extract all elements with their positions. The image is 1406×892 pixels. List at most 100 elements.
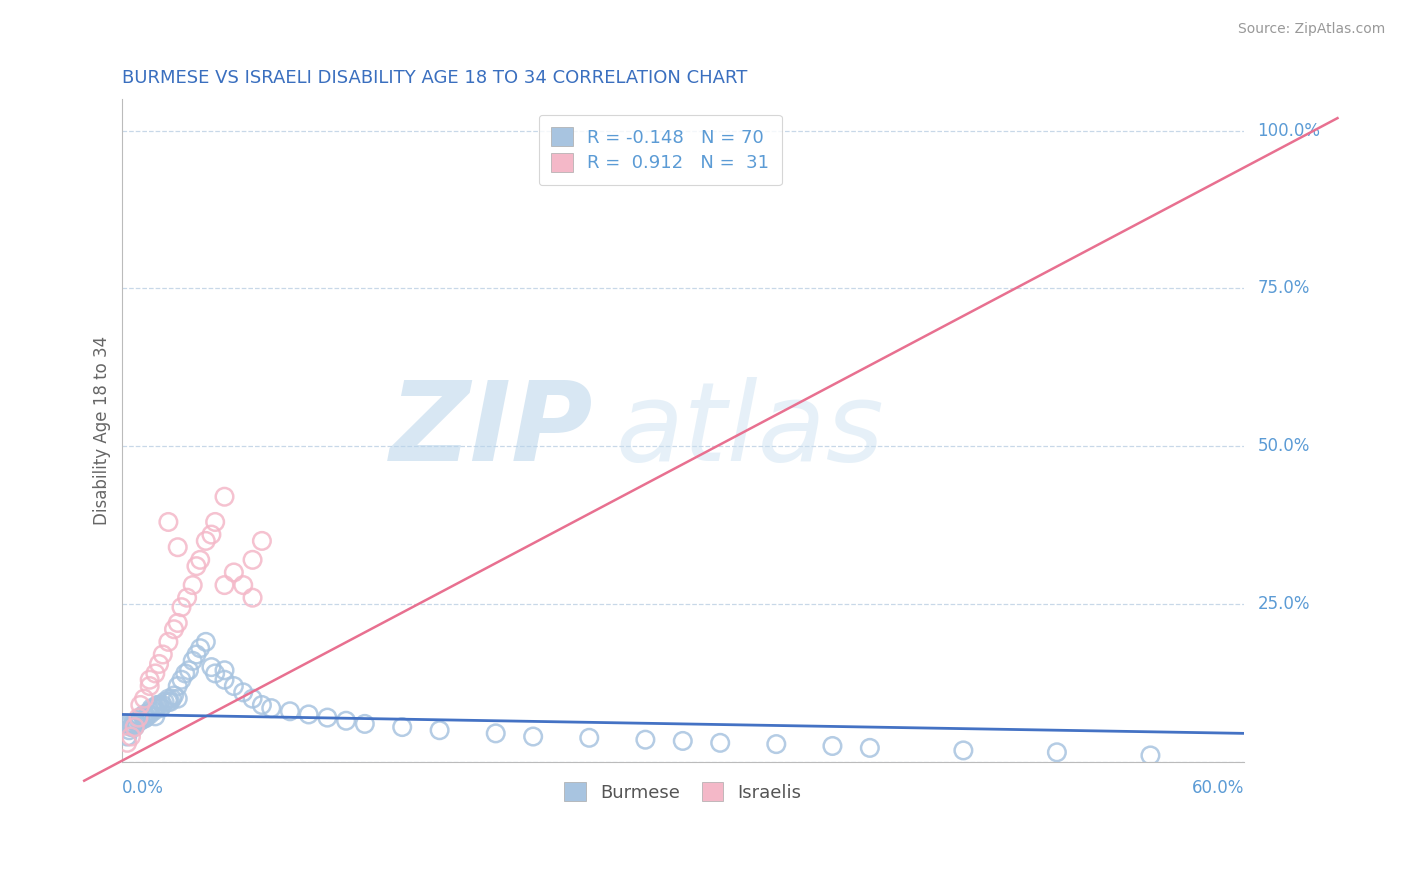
Point (132, 712, 155, 726)
Point (124, 720, 146, 734)
Point (186, 559, 208, 574)
Point (765, 737, 787, 751)
Legend: Burmese, Israelis: Burmese, Israelis (553, 772, 813, 813)
Point (152, 648, 174, 662)
Point (170, 673, 193, 687)
Text: 75.0%: 75.0% (1257, 279, 1310, 298)
Point (181, 654, 204, 668)
Point (188, 641, 211, 656)
Text: 100.0%: 100.0% (1257, 121, 1320, 140)
Point (194, 635, 217, 649)
Text: 60.0%: 60.0% (1191, 780, 1244, 797)
Point (204, 515, 226, 529)
Point (1046, 745, 1069, 759)
Point (181, 578, 204, 592)
Point (242, 591, 264, 605)
Point (429, 723, 451, 738)
Point (214, 663, 236, 677)
Point (118, 718, 141, 732)
Point (176, 591, 198, 605)
Point (232, 685, 254, 699)
Point (157, 515, 180, 529)
Point (222, 566, 245, 580)
Point (152, 698, 174, 712)
Point (127, 714, 149, 728)
Point (160, 691, 183, 706)
Point (186, 648, 208, 662)
Point (952, 743, 974, 757)
Point (138, 704, 160, 718)
Point (353, 717, 375, 731)
Point (157, 691, 180, 706)
Point (157, 635, 180, 649)
Text: 0.0%: 0.0% (122, 780, 163, 797)
Text: ZIP: ZIP (389, 377, 593, 484)
Point (278, 704, 301, 718)
Point (142, 704, 165, 718)
Point (166, 679, 188, 693)
Point (821, 739, 844, 753)
Point (260, 701, 283, 715)
Point (634, 732, 657, 747)
Point (204, 666, 226, 681)
Point (141, 701, 163, 715)
Point (129, 714, 152, 728)
Point (125, 717, 148, 731)
Point (163, 622, 186, 636)
Point (250, 533, 273, 548)
Point (115, 730, 138, 744)
Point (522, 730, 544, 744)
Point (335, 714, 357, 728)
Text: 25.0%: 25.0% (1257, 595, 1310, 613)
Point (672, 734, 695, 748)
Point (129, 710, 152, 724)
Point (163, 689, 186, 703)
Point (316, 710, 339, 724)
Point (222, 679, 245, 693)
Point (159, 695, 181, 709)
Point (138, 679, 160, 693)
Point (298, 707, 321, 722)
Point (127, 710, 149, 724)
Text: 50.0%: 50.0% (1257, 437, 1310, 455)
Point (188, 553, 211, 567)
Point (115, 736, 138, 750)
Point (136, 707, 159, 722)
Text: BURMESE VS ISRAELI DISABILITY AGE 18 TO 34 CORRELATION CHART: BURMESE VS ISRAELI DISABILITY AGE 18 TO … (122, 69, 747, 87)
Point (135, 710, 157, 724)
Point (157, 695, 180, 709)
Point (232, 578, 254, 592)
Point (214, 673, 236, 687)
Point (115, 717, 138, 731)
Y-axis label: Disability Age 18 to 34: Disability Age 18 to 34 (93, 336, 111, 525)
Point (1139, 748, 1161, 763)
Point (170, 600, 193, 615)
Point (391, 720, 413, 734)
Point (578, 731, 600, 745)
Point (859, 740, 882, 755)
Point (153, 695, 176, 709)
Text: atlas: atlas (616, 377, 884, 484)
Point (200, 660, 222, 674)
Point (120, 730, 142, 744)
Point (125, 715, 148, 730)
Point (166, 691, 188, 706)
Point (124, 720, 146, 734)
Point (485, 726, 508, 740)
Point (242, 553, 264, 567)
Point (148, 698, 170, 712)
Point (214, 578, 236, 592)
Point (120, 720, 142, 734)
Point (166, 615, 188, 630)
Point (129, 698, 152, 712)
Point (214, 490, 236, 504)
Point (174, 666, 197, 681)
Point (149, 701, 172, 715)
Point (121, 717, 143, 731)
Point (143, 709, 166, 723)
Point (250, 698, 273, 712)
Point (121, 719, 143, 733)
Point (138, 707, 160, 722)
Point (138, 673, 160, 687)
Point (132, 691, 155, 706)
